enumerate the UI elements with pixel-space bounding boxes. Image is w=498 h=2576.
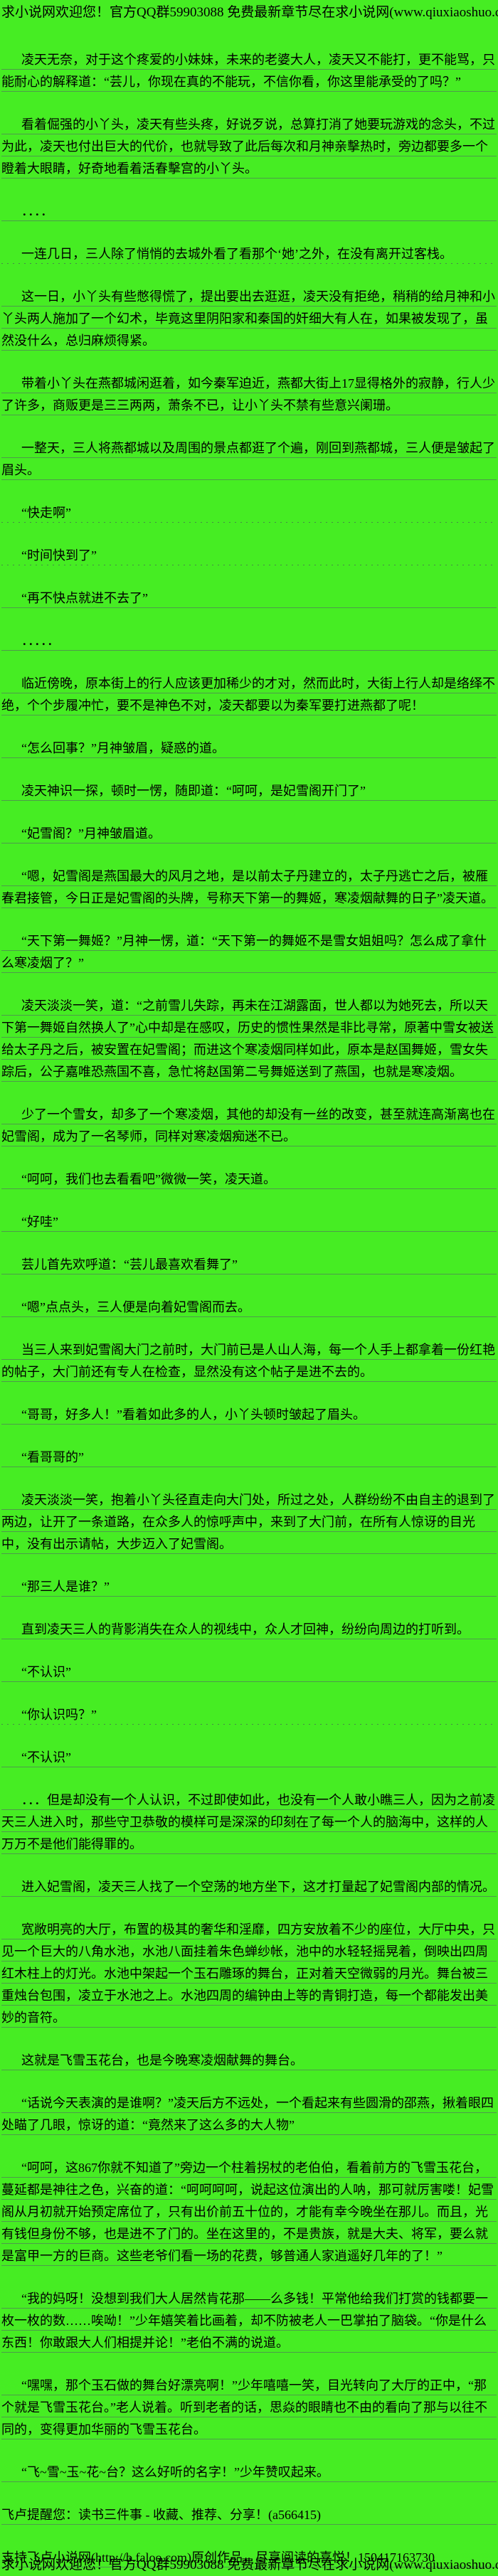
novel-paragraph: 直到凌天三人的背影消失在众人的视线中，众人才回神，纷纷向周边的打听到。 — [1, 1619, 497, 1641]
novel-paragraph: “飞~雪~玉~花~台？这么好听的名字！”少年赞叹起来。 — [1, 2461, 497, 2484]
novel-paragraph: 带着小丫头在燕都城闲逛着，如今秦军迫近，燕都大街上17显得格外的寂静，行人少了许… — [1, 373, 497, 417]
novel-paragraph: 支持飞卢小说网(http://b.faloo.com)原创作品，尽享阅读的喜悦！… — [1, 2547, 497, 2569]
site-banner-bottom: 求小说网欢迎您！官方QQ群59903088 免费最新章节尽在求小说网(www.q… — [1, 2558, 498, 2572]
novel-paragraph: “我的妈呀！没想到我们大人居然肯花那――么多钱！平常他给我们打赏的钱都要一枚一枚… — [1, 2288, 497, 2354]
novel-paragraph: “嘿嘿，那个玉石做的舞台好漂亮啊！”少年嘻嘻一笑，目光转向了大厅的正中，“那个就… — [1, 2375, 497, 2441]
novel-paragraph: “不认识” — [1, 1661, 497, 1683]
novel-paragraph: “不认识” — [1, 1747, 497, 1769]
novel-paragraph: “好哇” — [1, 1211, 497, 1233]
novel-paragraph: ．．．但是却没有一个人认识，不过即使如此，也没有一个人敢小瞧三人，因为之前凌天三… — [1, 1789, 497, 1856]
novel-paragraph: ．．．． — [1, 201, 497, 223]
novel-paragraph: 凌天神识一探，顿时一愣，随即道：“呵呵，是妃雪阁开门了” — [1, 780, 497, 802]
novel-paragraph: “时间快到了” — [1, 545, 497, 567]
novel-paragraph: 凌天淡淡一笑，抱着小丫头径直走向大门处，所过之处，人群纷纷不由自主的退到了两边，… — [1, 1489, 497, 1555]
novel-paragraph: “那三人是谁？” — [1, 1576, 497, 1598]
novel-paragraph: ．．．．． — [1, 630, 497, 652]
novel-paragraph: 凌天淡淡一笑，道：“之前雪儿失踪，再未在江湖露面，世人都以为她死去，所以天下第一… — [1, 995, 497, 1083]
novel-paragraph: “怎么回事？”月神皱眉，疑惑的道。 — [1, 738, 497, 760]
novel-paragraph: “嗯，妃雪阁是燕国最大的风月之地，是以前太子丹建立的，太子丹逃亡之后，被雁春君接… — [1, 866, 497, 910]
novel-paragraph: 凌天无奈，对于这个疼爱的小妹妹，未来的老婆大人，凌天又不能打，更不能骂，只能耐心… — [1, 49, 497, 93]
novel-paragraph: 一连几日，三人除了悄悄的去城外看了看那个‘她’之外，在没有离开过客栈。 — [1, 243, 497, 265]
novel-paragraph: 少了一个雪女，却多了一个寒凌烟，其他的却没有一丝的改变，甚至就连高渐离也在妃雪阁… — [1, 1104, 497, 1148]
novel-paragraph: 宽敞明亮的大厅，布置的极其的奢华和淫靡，四方安放着不少的座位，大厅中央，只见一个… — [1, 1919, 497, 2029]
novel-paragraph: 当三人来到妃雪阁大门之前时，大门前已是人山人海，每一个人手上都拿着一份红艳的帖子… — [1, 1339, 497, 1383]
novel-paragraph: “呵呵，这867你就不知道了”旁边一个柱着拐杖的老伯伯，看着前方的飞雪玉花台，蔓… — [1, 2157, 497, 2267]
novel-paragraph: 这就是飞雪玉花台，也是今晚寒凌烟献舞的舞台。 — [1, 2050, 497, 2072]
novel-paragraph: 芸儿首先欢呼道：“芸儿最喜欢看舞了” — [1, 1254, 497, 1276]
novel-paragraph: 这一日，小丫头有些憋得慌了，提出要出去逛逛，凌天没有拒绝，稍稍的给月神和小丫头两… — [1, 286, 497, 352]
site-banner-top: 求小说网欢迎您！官方QQ群59903088 免费最新章节尽在求小说网(www.q… — [1, 5, 498, 20]
novel-paragraph: “嗯”点点头，三人便是向着妃雪阁而去。 — [1, 1297, 497, 1319]
novel-paragraph: “天下第一舞姬？”月神一愣，道：“天下第一的舞姬不是雪女姐姐吗？怎么成了拿什么寒… — [1, 930, 497, 974]
novel-paragraph: “哥哥，好多人！”看着如此多的人，小丫头顿时皱起了眉头。 — [1, 1404, 497, 1426]
novel-paragraph: “你认识吗？” — [1, 1704, 497, 1726]
novel-paragraph: 进入妃雪阁，凌天三人找了一个空荡的地方坐下，这才打量起了妃雪阁内部的情况。 — [1, 1876, 497, 1898]
novel-paragraph: “快走啊” — [1, 502, 497, 524]
novel-paragraph: 一整天，三人将燕都城以及周围的景点都逛了个遍，刚回到燕都城，三人便是皱起了眉头。 — [1, 437, 497, 481]
novel-paragraph: “看哥哥的” — [1, 1447, 497, 1469]
novel-paragraph: 看着倔强的小丫头，凌天有些头疼，好说歹说，总算打消了她要玩游戏的念头，不过为此，… — [1, 114, 497, 180]
novel-paragraph: “呵呵，我们也去看看吧”微微一笑，凌天道。 — [1, 1169, 497, 1191]
novel-content: 凌天无奈，对于这个疼爱的小妹妹，未来的老婆大人，凌天又不能打，更不能骂，只能耐心… — [0, 22, 498, 2569]
novel-paragraph: 临近傍晚，原本街上的行人应该更加稀少的才对，然而此时，大街上行人却是络绎不绝，个… — [1, 673, 497, 717]
novel-paragraph: “话说今天表演的是谁啊？”凌天后方不远处，一个看起来有些圆滑的邵燕，揪着眼四处瞄… — [1, 2092, 497, 2136]
novel-paragraph: 飞卢提醒您：读书三件事 - 收藏、推荐、分享！(a566415) — [1, 2504, 497, 2526]
novel-paragraph: “再不快点就进不去了” — [1, 587, 497, 610]
novel-paragraph: “妃雪阁？”月神皱眉道。 — [1, 823, 497, 845]
